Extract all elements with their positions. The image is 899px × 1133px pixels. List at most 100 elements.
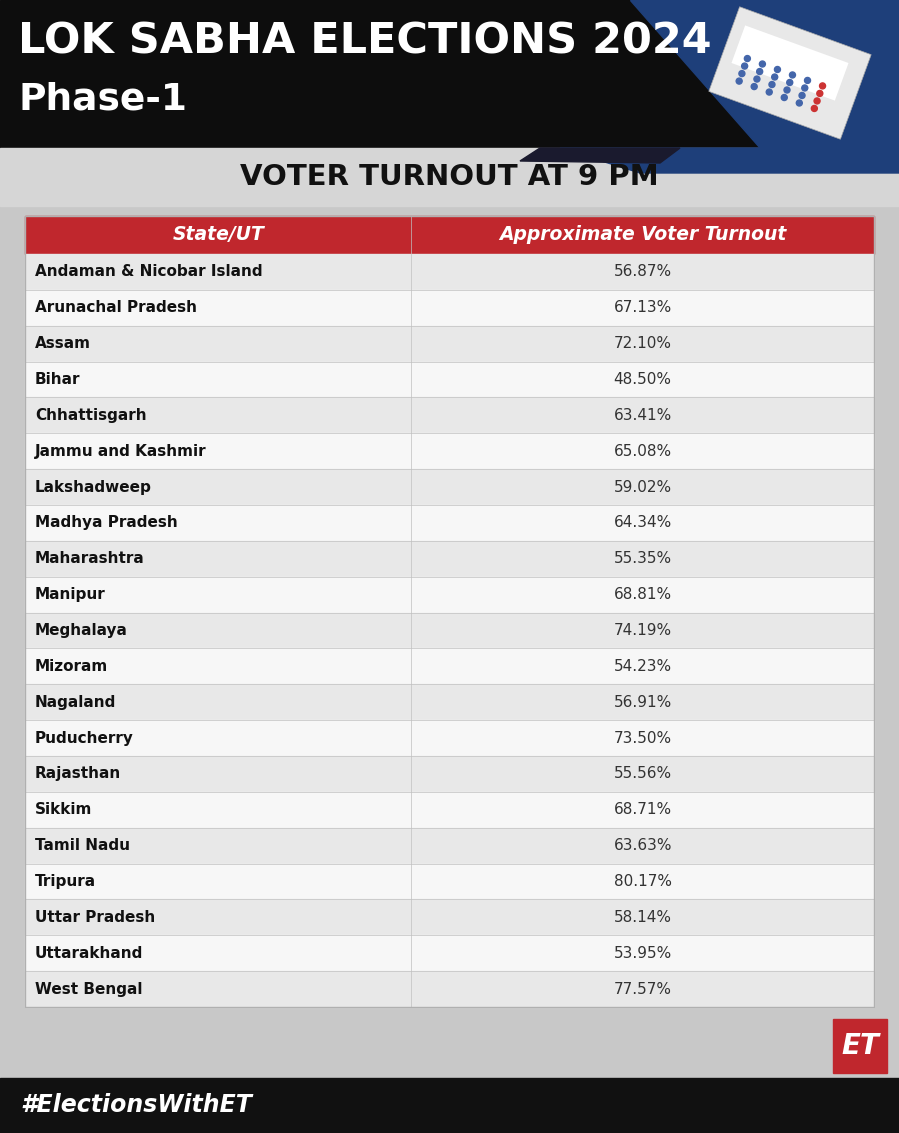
Bar [25,971,874,1007]
Text: 48.50%: 48.50% [614,372,672,387]
Bar [25,254,874,290]
Circle shape [736,78,743,84]
Text: Meghalaya: Meghalaya [35,623,128,638]
Text: 64.34%: 64.34% [613,516,672,530]
Polygon shape [560,148,899,173]
Circle shape [811,105,817,111]
Text: Tamil Nadu: Tamil Nadu [35,838,130,853]
Text: 67.13%: 67.13% [613,300,672,315]
Bar [25,721,874,756]
Circle shape [789,73,796,78]
Bar [25,648,874,684]
Text: 54.23%: 54.23% [614,659,672,674]
Text: Uttar Pradesh: Uttar Pradesh [35,910,156,925]
Bar [0,148,899,206]
Bar [25,398,874,433]
Polygon shape [732,25,849,101]
Circle shape [760,61,765,67]
Circle shape [766,90,772,95]
Text: Madhya Pradesh: Madhya Pradesh [35,516,178,530]
Text: Chhattisgarh: Chhattisgarh [35,408,147,423]
Circle shape [754,76,760,82]
Polygon shape [708,7,871,139]
Circle shape [784,87,790,93]
Text: 72.10%: 72.10% [614,337,672,351]
Circle shape [797,100,802,107]
Text: 63.63%: 63.63% [613,838,672,853]
Bar [833,1019,887,1073]
Text: Maharashtra: Maharashtra [35,552,145,566]
Text: #ElectionsWithET: #ElectionsWithET [20,1093,252,1117]
Circle shape [799,93,805,99]
Polygon shape [520,148,680,163]
Bar [25,216,874,1007]
Text: ET: ET [841,1032,879,1060]
Text: 55.56%: 55.56% [614,766,672,782]
Circle shape [739,70,745,77]
Text: LOK SABHA ELECTIONS 2024: LOK SABHA ELECTIONS 2024 [18,22,712,63]
Text: Uttarakhand: Uttarakhand [35,946,143,961]
Bar [25,863,874,900]
Bar [25,361,874,398]
Text: Manipur: Manipur [35,587,106,602]
Bar [25,756,874,792]
Text: Jammu and Kashmir: Jammu and Kashmir [35,444,207,459]
Bar [25,792,874,828]
Polygon shape [630,0,899,148]
Bar [25,613,874,648]
Circle shape [769,82,775,87]
Bar [25,290,874,325]
Text: Andaman & Nicobar Island: Andaman & Nicobar Island [35,264,263,280]
Text: Sikkim: Sikkim [35,802,93,817]
Text: 68.81%: 68.81% [614,587,672,602]
Circle shape [752,84,757,90]
Text: 59.02%: 59.02% [614,479,672,495]
Circle shape [817,91,823,96]
Text: Tripura: Tripura [35,874,96,889]
Circle shape [802,85,808,91]
Circle shape [744,56,751,61]
Text: Puducherry: Puducherry [35,731,134,746]
Circle shape [774,67,780,73]
Text: State/UT: State/UT [173,225,264,245]
Bar [25,684,874,721]
Text: 56.91%: 56.91% [613,695,672,709]
Text: 55.35%: 55.35% [614,552,672,566]
Text: 74.19%: 74.19% [614,623,672,638]
Text: 58.14%: 58.14% [614,910,672,925]
Circle shape [805,77,811,84]
Text: Approximate Voter Turnout: Approximate Voter Turnout [499,225,787,245]
Bar [25,433,874,469]
Text: 53.95%: 53.95% [613,946,672,961]
Text: 65.08%: 65.08% [614,444,672,459]
Bar [25,828,874,863]
Circle shape [771,74,778,80]
Bar [25,900,874,935]
Bar [25,469,874,505]
Bar [25,325,874,361]
Text: VOTER TURNOUT AT 9 PM: VOTER TURNOUT AT 9 PM [240,163,658,191]
Text: Phase-1: Phase-1 [18,82,187,118]
Text: 77.57%: 77.57% [614,981,672,997]
Text: Lakshadweep: Lakshadweep [35,479,152,495]
Bar [0,1077,899,1133]
Bar [25,540,874,577]
Text: Nagaland: Nagaland [35,695,116,709]
Text: Rajasthan: Rajasthan [35,766,121,782]
Bar [25,577,874,613]
Text: Bihar: Bihar [35,372,81,387]
Text: 63.41%: 63.41% [613,408,672,423]
Circle shape [787,79,793,85]
Circle shape [814,97,820,104]
Text: Arunachal Pradesh: Arunachal Pradesh [35,300,197,315]
Circle shape [742,63,748,69]
Text: Mizoram: Mizoram [35,659,108,674]
Text: 68.71%: 68.71% [614,802,672,817]
Circle shape [757,68,762,75]
Bar [25,216,874,254]
Bar [25,505,874,540]
Text: Assam: Assam [35,337,91,351]
Text: 73.50%: 73.50% [614,731,672,746]
Bar [0,0,899,148]
Text: West Bengal: West Bengal [35,981,143,997]
